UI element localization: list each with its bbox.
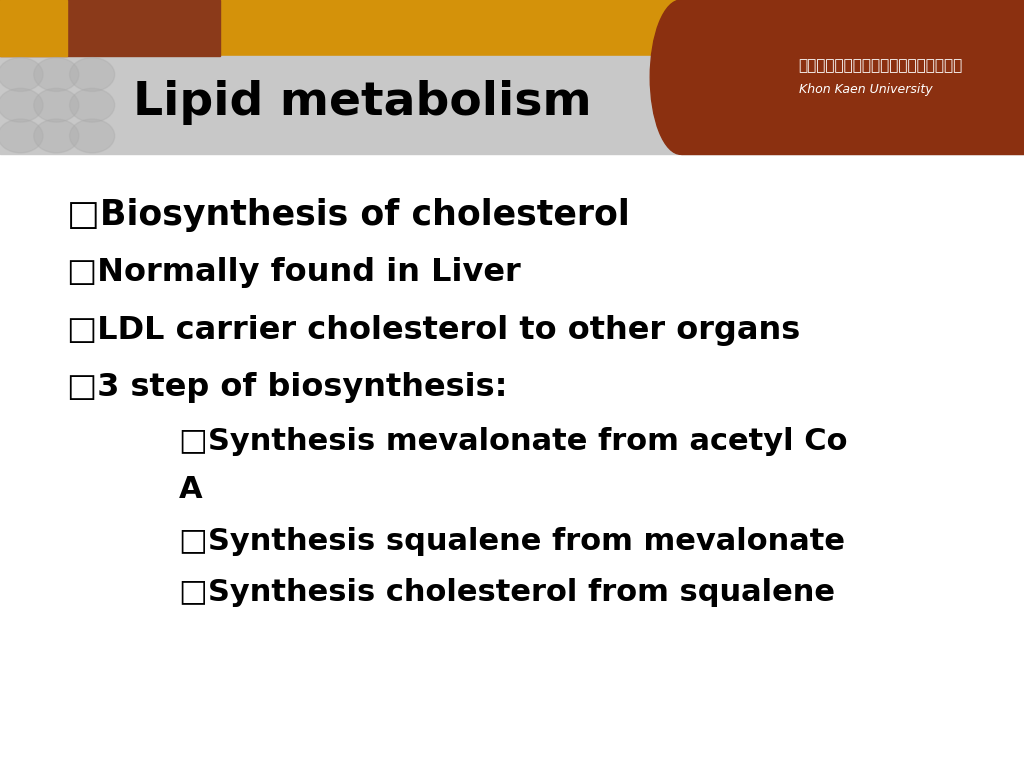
Text: □Synthesis cholesterol from squalene: □Synthesis cholesterol from squalene (179, 578, 836, 607)
Text: □Normally found in Liver: □Normally found in Liver (67, 257, 520, 288)
Text: มหาวิทยาลัยขอนแก่น: มหาวิทยาลัยขอนแก่น (799, 58, 963, 74)
Bar (0, 0, 1024, 56)
Text: □3 step of biosynthesis:: □3 step of biosynthesis: (67, 372, 507, 403)
Circle shape (70, 88, 115, 122)
Bar (0, 0, 67, 56)
Bar (681, 0, 1024, 154)
Text: □Synthesis squalene from mevalonate: □Synthesis squalene from mevalonate (179, 527, 845, 556)
Circle shape (0, 88, 43, 122)
Text: A: A (179, 475, 203, 505)
Text: □Synthesis mevalonate from acetyl Co: □Synthesis mevalonate from acetyl Co (179, 427, 848, 456)
Bar (0, 0, 220, 56)
Bar (0, 56, 1024, 154)
Text: Lipid metabolism: Lipid metabolism (133, 81, 592, 125)
Circle shape (34, 58, 79, 91)
Text: □Biosynthesis of cholesterol: □Biosynthesis of cholesterol (67, 198, 630, 232)
Ellipse shape (650, 0, 712, 154)
Text: Khon Kaen University: Khon Kaen University (799, 84, 932, 96)
Text: □LDL carrier cholesterol to other organs: □LDL carrier cholesterol to other organs (67, 315, 800, 346)
Circle shape (0, 58, 43, 91)
Circle shape (70, 119, 115, 153)
Circle shape (34, 88, 79, 122)
Circle shape (34, 119, 79, 153)
Circle shape (70, 58, 115, 91)
Circle shape (0, 119, 43, 153)
